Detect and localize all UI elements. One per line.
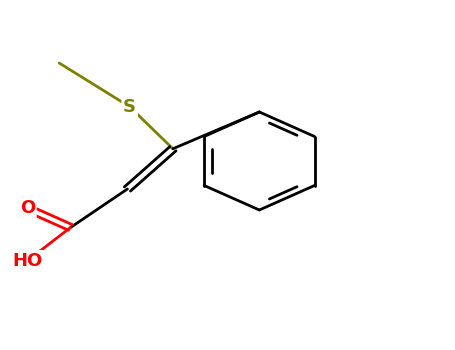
Text: O: O: [20, 199, 35, 217]
Text: HO: HO: [12, 252, 42, 270]
Text: S: S: [123, 98, 136, 116]
